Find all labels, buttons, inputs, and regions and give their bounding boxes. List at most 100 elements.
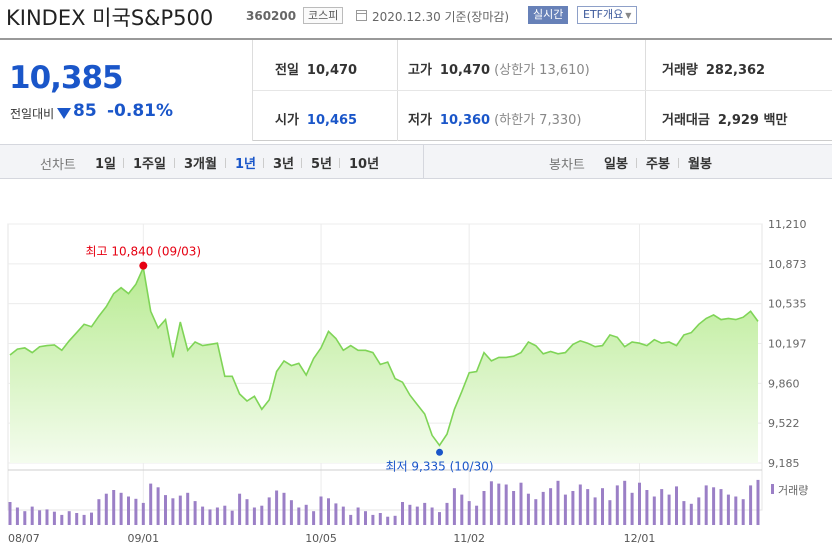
volume-bar [563,494,567,525]
volume-bar [482,491,486,525]
volume-bar [45,509,49,525]
y-tick-label: 10,873 [768,258,807,271]
tab-3y[interactable]: 3년 [273,157,295,172]
tab-3m[interactable]: 3개월 [184,157,217,172]
volume-bar [141,502,145,525]
volume-bar [401,502,404,525]
volume-bar [282,492,286,525]
volume-bar [586,489,590,525]
realtime-button[interactable]: 실시간 [528,6,569,24]
volume-bar [675,486,678,525]
volume-bar [475,505,479,525]
volume-bar [149,483,153,525]
tab-weekly[interactable]: 주봉 [646,157,670,172]
x-tick-label: 10/05 [305,532,337,545]
high-value: 10,470 [439,63,491,78]
volume-legend-swatch [771,484,774,494]
volume-legend: 거래량 [778,484,808,497]
stock-header: KINDEX 미국S&P500 360200 코스피 2020.12.30 기준… [0,0,832,34]
upper-limit: (상한가 13,610) [494,63,590,78]
current-price-box: 10,385 전일대비 85 -0.81% [0,40,253,141]
volume-bar [171,498,175,525]
volume-bar [452,488,456,525]
low-value: 10,360 [439,113,491,128]
volume-bar [82,514,86,525]
volume-bar [364,511,367,525]
volume-bar [252,507,256,525]
divider [423,145,424,178]
volume-bar [415,506,419,525]
high-annotation: 최고 10,840 (09/03) [85,245,201,259]
divider [263,158,264,168]
volume-bar [712,487,716,525]
volume-bar [238,493,242,525]
tab-1y[interactable]: 1년 [235,157,257,172]
line-chart-title: 선차트 [40,158,76,173]
volume-bar [164,495,167,525]
tab-1d[interactable]: 1일 [95,157,117,172]
volume-bar [460,494,464,525]
volume-bar [356,507,360,525]
volume-bar [60,514,64,525]
volume-bar [334,503,338,525]
volume-bar [430,507,434,525]
calendar-icon [356,10,367,21]
down-arrow-icon [57,108,71,119]
volume-bar [756,479,760,525]
volume-bar [408,504,412,525]
volume-bar [741,499,745,525]
volume-bar [667,494,671,525]
volume-bar [571,491,575,525]
volume-bar [726,494,730,525]
volume-bar [215,507,219,525]
x-axis-labels: 08/07 09/01 10/05 11/02 12/01 [8,532,655,545]
x-tick-label: 08/07 [8,532,40,545]
etf-overview-button[interactable]: ETF개요 ▼ [577,6,638,24]
volume-bar [75,513,79,525]
divider [174,158,175,168]
divider [339,158,340,168]
low-price: 저가 10,360 (하한가 7,330) [408,109,581,128]
volume-bar [23,511,27,525]
trade-amount: 거래대금 2,929 백만 [662,109,787,128]
volume-bar [223,505,227,525]
volume-bar [90,512,93,525]
tab-monthly[interactable]: 월봉 [688,157,712,172]
low-marker [436,448,444,456]
volume-bar [275,490,279,525]
price-chart: 11,21010,87310,53510,1979,8609,5229,185 … [7,218,808,545]
volume-bar [660,489,664,525]
volume-bar [682,501,686,525]
divider [253,90,832,91]
volume-bar [349,514,353,525]
tab-1w[interactable]: 1주일 [133,157,166,172]
current-price: 10,385 [9,60,124,96]
high-price: 고가 10,470 (상한가 13,610) [408,59,590,78]
lower-limit: (하한가 7,330) [494,113,582,128]
volume-bar [260,505,264,525]
y-tick-label: 11,210 [768,218,807,231]
high-marker [139,261,148,270]
volume-bar [127,496,130,525]
tab-daily[interactable]: 일봉 [604,157,628,172]
volume-bar [378,513,382,525]
x-tick-label: 09/01 [127,532,159,545]
volume-bars [8,479,760,525]
volume-bar [104,493,108,525]
volume-bar [445,502,449,525]
volume-bar [697,497,701,525]
volume-bar [489,481,493,525]
divider [636,158,637,168]
volume-bar [267,497,271,525]
change-value: 85 [73,101,97,121]
tab-10y[interactable]: 10년 [349,157,380,172]
volume-bar [549,488,553,525]
volume-bar [371,514,375,525]
tab-5y[interactable]: 5년 [311,157,333,172]
volume-bar [541,491,545,525]
y-tick-label: 10,197 [768,338,807,351]
price-summary: 10,385 전일대비 85 -0.81% 전일 10,470 고가 10,470(… [0,38,832,141]
y-tick-label: 9,860 [768,377,800,390]
divider [123,158,124,168]
volume-bar [319,496,323,525]
